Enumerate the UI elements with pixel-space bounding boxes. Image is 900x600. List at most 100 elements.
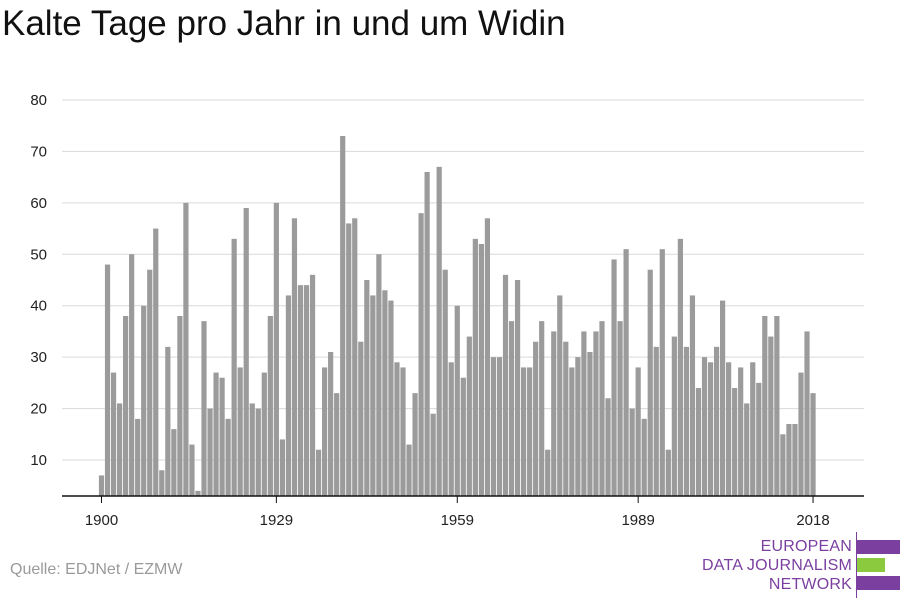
bar	[810, 393, 816, 496]
bar	[147, 269, 153, 496]
logo-line-network: NETWORK	[768, 576, 852, 593]
bar	[159, 470, 165, 496]
bar	[153, 228, 159, 497]
bar	[689, 295, 696, 496]
bar	[412, 393, 418, 496]
x-tick-label: 1959	[441, 512, 474, 529]
edjnet-logo: EUROPEAN DATA JOURNALISM NETWORK	[700, 532, 900, 598]
bar	[201, 321, 207, 496]
bar	[183, 202, 189, 496]
bar	[346, 223, 352, 496]
y-tick-label: 60	[30, 195, 47, 212]
logo-line-data-journalism: DATA JOURNALISM	[702, 557, 852, 574]
bar	[521, 367, 527, 496]
bar	[732, 388, 738, 496]
logo-bar-green	[857, 558, 885, 572]
bar	[394, 362, 400, 496]
bar	[551, 331, 557, 496]
y-tick-label: 50	[30, 246, 47, 263]
bar	[297, 285, 304, 496]
bar	[768, 336, 774, 496]
bar	[659, 249, 665, 496]
bar	[171, 429, 177, 496]
bar	[707, 362, 714, 496]
bar	[629, 408, 635, 496]
bar	[647, 269, 653, 496]
bar	[695, 388, 702, 496]
bar	[116, 403, 123, 496]
bar	[291, 218, 298, 497]
bar	[460, 377, 466, 496]
bar	[213, 372, 219, 496]
bar	[623, 249, 629, 496]
bar	[539, 321, 545, 496]
bar	[581, 331, 587, 496]
bar	[195, 490, 201, 496]
bar	[261, 372, 267, 496]
bar	[508, 321, 515, 496]
y-tick-label: 10	[30, 452, 47, 469]
bar	[484, 218, 491, 497]
logo-bar-purple-top	[857, 540, 900, 554]
bar	[762, 316, 768, 496]
logo-bar-purple-bottom	[857, 576, 900, 590]
bar	[406, 444, 412, 496]
bar	[641, 418, 647, 496]
bar	[279, 439, 285, 496]
y-axis-ticks: 10 20 30 40 50 60 70 80	[30, 92, 47, 469]
bar	[599, 321, 605, 496]
bar	[563, 341, 569, 496]
bar	[792, 424, 798, 496]
bar	[388, 300, 394, 496]
bar	[219, 377, 225, 496]
bar	[756, 382, 762, 496]
bar	[129, 254, 135, 496]
bar	[135, 418, 141, 496]
x-axis: 1900 1929 1959 1989 2018	[62, 495, 864, 529]
bar	[382, 290, 388, 496]
bar	[545, 449, 551, 496]
bar	[466, 336, 472, 496]
x-tick-label: 1929	[260, 512, 293, 529]
bar	[448, 362, 454, 496]
bar	[683, 346, 690, 496]
bar	[400, 367, 406, 496]
bar	[364, 280, 370, 496]
y-tick-label: 20	[30, 401, 47, 418]
bar	[249, 403, 255, 496]
bar	[418, 213, 424, 496]
bar	[617, 321, 623, 496]
bar	[713, 346, 720, 496]
bar	[141, 305, 147, 496]
bar	[177, 316, 183, 496]
bar	[303, 285, 310, 496]
bar	[334, 393, 340, 496]
bar	[255, 408, 261, 496]
bar	[557, 295, 563, 496]
bar	[635, 367, 641, 496]
bar	[527, 367, 533, 496]
bar	[587, 352, 593, 496]
bar	[804, 331, 810, 496]
bar	[719, 300, 726, 496]
bar	[575, 357, 581, 496]
bar	[189, 444, 195, 496]
bar	[744, 403, 750, 496]
bar	[267, 316, 273, 496]
bar	[671, 336, 677, 496]
bar	[436, 166, 442, 496]
bar	[370, 295, 376, 496]
bar	[780, 434, 786, 496]
logo-line-european: EUROPEAN	[760, 538, 852, 555]
bar	[514, 280, 521, 496]
bar	[123, 316, 129, 496]
bar	[786, 424, 792, 496]
bar	[358, 341, 364, 496]
x-tick-label: 1900	[85, 512, 118, 529]
chart-title: Kalte Tage pro Jahr in und um Widin	[2, 4, 566, 43]
bar	[593, 331, 599, 496]
y-tick-label: 70	[30, 143, 47, 160]
bar	[750, 362, 756, 496]
bar	[243, 208, 249, 496]
bar	[328, 352, 334, 496]
